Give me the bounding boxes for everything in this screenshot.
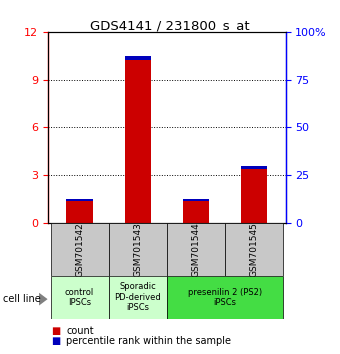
Bar xyxy=(108,223,167,276)
Bar xyxy=(124,56,151,223)
Text: ■: ■ xyxy=(51,326,60,336)
Text: percentile rank within the sample: percentile rank within the sample xyxy=(66,336,231,346)
Text: GDS4141 / 231800_s_at: GDS4141 / 231800_s_at xyxy=(90,19,250,33)
Text: GSM701545: GSM701545 xyxy=(249,222,258,277)
Text: ■: ■ xyxy=(51,336,60,346)
Text: GSM701542: GSM701542 xyxy=(75,222,84,277)
Bar xyxy=(183,199,209,201)
Bar xyxy=(66,199,92,223)
Bar xyxy=(167,223,225,276)
Text: GSM701543: GSM701543 xyxy=(133,222,142,277)
Text: control
IPSCs: control IPSCs xyxy=(65,288,94,307)
Text: presenilin 2 (PS2)
iPSCs: presenilin 2 (PS2) iPSCs xyxy=(188,288,262,307)
Bar xyxy=(225,223,283,276)
Bar xyxy=(124,56,151,60)
Polygon shape xyxy=(39,293,48,306)
Text: Sporadic
PD-derived
iPSCs: Sporadic PD-derived iPSCs xyxy=(114,282,161,312)
Bar xyxy=(51,276,108,319)
Text: count: count xyxy=(66,326,94,336)
Bar xyxy=(241,166,267,169)
Text: GSM701544: GSM701544 xyxy=(191,222,200,277)
Bar xyxy=(167,276,283,319)
Bar xyxy=(183,199,209,223)
Text: cell line: cell line xyxy=(3,294,41,304)
Bar xyxy=(66,199,92,201)
Bar xyxy=(241,166,267,223)
Bar xyxy=(108,276,167,319)
Bar xyxy=(51,223,108,276)
